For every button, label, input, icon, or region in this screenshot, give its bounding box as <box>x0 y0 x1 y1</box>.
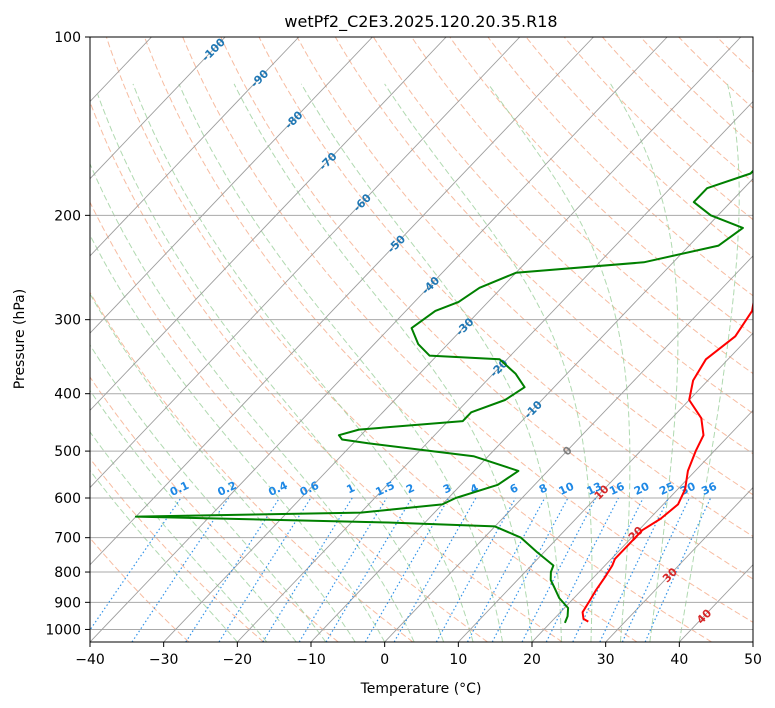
dry-adiabat <box>220 37 753 580</box>
x-tick-label: 20 <box>523 652 541 668</box>
moist-adiabat <box>610 83 679 642</box>
mixing-ratio-line <box>218 497 312 642</box>
moist-adiabat <box>300 83 562 642</box>
y-tick-label: 800 <box>54 565 81 581</box>
moist-adiabat <box>233 83 533 642</box>
x-tick-label: 40 <box>670 652 688 668</box>
moist-adiabat <box>90 389 297 642</box>
x-tick-label: −30 <box>149 652 179 668</box>
dry-adiabat <box>182 37 753 623</box>
mixing-ratio-line <box>298 497 388 642</box>
y-tick-label: 500 <box>54 444 81 460</box>
dry-adiabat <box>449 37 753 335</box>
moist-adiabat <box>487 83 631 642</box>
isotherm-label: 30 <box>660 565 680 585</box>
x-tick-label: −20 <box>223 652 253 668</box>
isotherm-line <box>458 332 753 642</box>
dry-adiabat <box>90 537 190 642</box>
mixing-ratio-label: 25 <box>657 480 676 498</box>
x-tick-label: 10 <box>449 652 467 668</box>
dry-adiabat <box>90 291 414 642</box>
moist-adiabat <box>678 83 740 642</box>
dry-adiabat <box>105 37 638 642</box>
mixing-ratio-line <box>131 497 230 642</box>
isotherm-line <box>605 486 753 642</box>
moist-adiabat <box>178 83 503 642</box>
isotherm-label: 0 <box>560 444 575 459</box>
dry-adiabat <box>411 37 753 375</box>
dry-adiabat <box>334 37 753 455</box>
y-axis-title: Pressure (hPa) <box>12 289 28 389</box>
x-tick-label: 50 <box>744 652 762 668</box>
plot-area: -100-90-80-70-60-50-40-30-20-10010203040… <box>90 37 753 642</box>
moist-adiabat <box>90 162 415 642</box>
y-tick-label: 700 <box>54 531 81 547</box>
mixing-ratio-line <box>466 497 546 642</box>
isotherm-line <box>531 409 753 642</box>
isotherm-line <box>163 37 742 642</box>
isotherm-line <box>237 100 753 642</box>
mixing-ratio-line <box>521 497 597 642</box>
moist-adiabat <box>97 94 445 642</box>
isotherm-label: 20 <box>626 524 646 544</box>
mixing-ratio-label: 20 <box>632 480 652 498</box>
isotherm-line <box>90 37 668 642</box>
y-tick-label: 200 <box>54 208 81 224</box>
y-tick-label: 1000 <box>45 622 81 638</box>
mixing-ratio-line <box>599 497 669 642</box>
moist-adiabat <box>90 293 356 642</box>
mixing-ratio-line <box>491 497 569 642</box>
dry-adiabat <box>90 201 488 642</box>
mixing-ratio-line <box>325 497 413 642</box>
background-lines <box>90 37 753 642</box>
moist-adiabat <box>90 431 268 642</box>
mixing-ratio-label: 16 <box>607 480 627 498</box>
chart-title: wetPf2_C2E3.2025.120.20.35.R18 <box>284 12 557 32</box>
isotherm-line <box>310 178 753 642</box>
mixing-ratio-line <box>262 497 353 642</box>
x-tick-label: 0 <box>380 652 389 668</box>
dry-adiabat <box>90 100 563 642</box>
isotherm-line <box>90 37 300 257</box>
isotherm-line <box>90 37 373 334</box>
isotherm-line <box>90 37 521 489</box>
dry-adiabat <box>258 37 753 538</box>
isotherm-label: 10 <box>592 482 612 502</box>
dewpoint-profile <box>134 169 753 624</box>
x-tick-label: −40 <box>75 652 105 668</box>
mixing-ratio-label: 10 <box>557 480 577 498</box>
y-tick-label: 300 <box>54 313 81 329</box>
isotherm-label: 40 <box>694 606 714 626</box>
dry-adiabat <box>296 37 753 496</box>
isotherm-line <box>90 37 447 411</box>
x-tick-label: −10 <box>296 652 326 668</box>
x-tick-label: 30 <box>597 652 615 668</box>
isotherm-line <box>384 255 753 642</box>
moist-adiabat <box>90 469 238 642</box>
y-tick-label: 900 <box>54 595 81 611</box>
x-axis-ticks: −40 −30 −20 −10 0 10 20 30 40 50 <box>75 642 762 668</box>
isotherm-line <box>90 37 226 180</box>
sounding-profiles <box>134 169 753 624</box>
moist-adiabat <box>132 83 474 642</box>
x-axis-title: Temperature (°C) <box>360 681 482 697</box>
mixing-ratio-line <box>545 497 619 642</box>
dry-adiabat <box>90 457 264 642</box>
mixing-ratio-line <box>621 497 690 642</box>
mixing-ratio-line <box>644 497 712 642</box>
y-axis-ticks: 100 200 300 400 500 600 700 800 900 1000 <box>45 30 90 638</box>
temperature-profile <box>581 299 753 623</box>
mixing-ratio-label: 36 <box>699 480 719 498</box>
y-tick-label: 400 <box>54 387 81 403</box>
isotherm-line <box>90 37 594 566</box>
y-tick-label: 100 <box>54 30 81 46</box>
plot-frame <box>89 36 754 643</box>
y-tick-label: 600 <box>54 491 81 507</box>
moist-adiabat <box>90 344 327 642</box>
mixing-ratio-label: 13 <box>585 480 604 498</box>
